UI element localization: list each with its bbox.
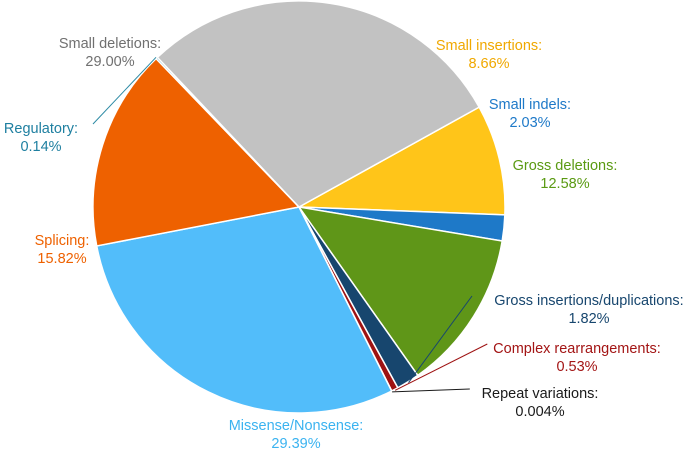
label-gross-insertions-duplications: Gross insertions/duplications: 1.82% [494,293,683,327]
label-gross-deletions: Gross deletions: 12.58% [513,158,618,192]
leader-complex-rearrangements [394,343,488,391]
slice-labels: Small insertions: 8.66% Small indels: 2.03%… [4,36,684,452]
label-value-repeat-variations: 0.004% [515,404,564,420]
label-value-small-indels: 2.03% [509,115,550,131]
label-name-splicing: Splicing: [35,233,90,249]
label-small-insertions: Small insertions: 8.66% [436,38,542,72]
label-regulatory: Regulatory: 0.14% [4,121,78,155]
leader-repeat-variations [392,388,470,393]
slice-splicing [92,57,300,247]
label-value-regulatory: 0.14% [20,139,61,155]
leader-gross-insertions-duplications [408,295,473,383]
slice-small-deletions [156,0,480,208]
label-name-small-insertions: Small insertions: [436,38,542,54]
label-value-splicing: 15.82% [37,251,86,267]
label-name-small-indels: Small indels: [489,97,571,113]
label-complex-rearrangements: Complex rearrangements: 0.53% [493,341,661,375]
label-value-complex-rearrangements: 0.53% [556,359,597,375]
label-small-deletions: Small deletions: 29.00% [59,36,161,70]
pie-slices [92,0,506,414]
label-value-missense-nonsense: 29.39% [271,436,320,452]
label-name-gross-insertions-duplications: Gross insertions/duplications: [494,293,683,309]
label-name-complex-rearrangements: Complex rearrangements: [493,341,661,357]
label-value-gross-deletions: 12.58% [540,176,589,192]
label-name-regulatory: Regulatory: [4,121,78,137]
label-splicing: Splicing: 15.82% [35,233,90,267]
label-missense-nonsense: Missense/Nonsense: 29.39% [229,418,364,452]
label-name-missense-nonsense: Missense/Nonsense: [229,418,364,434]
leader-lines [92,56,488,393]
label-name-repeat-variations: Repeat variations: [482,386,599,402]
label-small-indels: Small indels: 2.03% [489,97,571,131]
slice-gross-deletions [298,206,503,377]
label-value-small-deletions: 29.00% [85,54,134,70]
label-name-small-deletions: Small deletions: [59,36,161,52]
label-value-gross-insertions-duplications: 1.82% [568,311,609,327]
slice-missense-nonsense [95,206,393,414]
label-name-gross-deletions: Gross deletions: [513,158,618,174]
label-value-small-insertions: 8.66% [468,56,509,72]
leader-regulatory [92,56,157,125]
slice-small-insertions [298,106,506,216]
label-repeat-variations: Repeat variations: 0.004% [482,386,599,420]
